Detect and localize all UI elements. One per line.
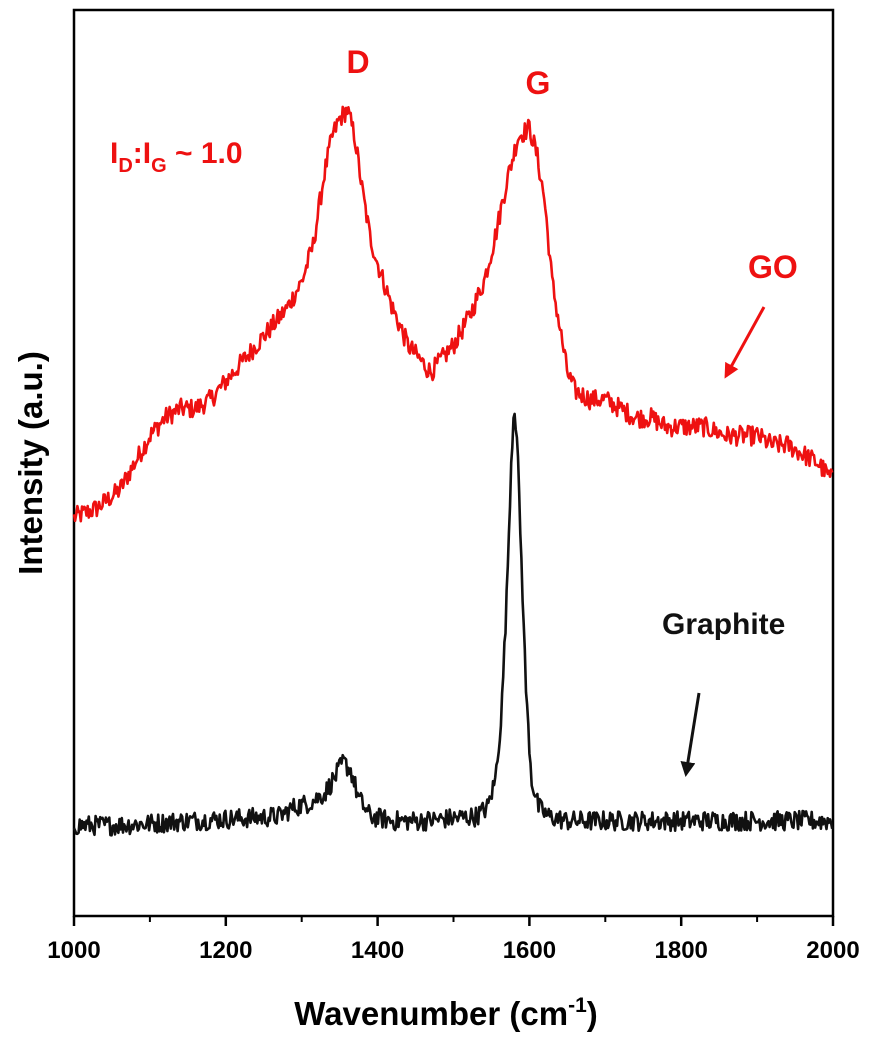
x-tick-label: 1400 bbox=[351, 937, 404, 964]
ratio-subscript-d: D bbox=[118, 155, 132, 177]
go-series-label: GO bbox=[748, 249, 798, 285]
x-axis-title-close: ) bbox=[587, 995, 598, 1032]
x-tick-label: 1600 bbox=[503, 937, 556, 964]
ratio-colon: :I bbox=[133, 137, 151, 170]
x-tick-label: 2000 bbox=[806, 937, 859, 964]
series-layer bbox=[72, 105, 834, 837]
series-line-graphite bbox=[72, 412, 834, 837]
ratio-value: ~ 1.0 bbox=[167, 137, 243, 170]
g-peak-label: G bbox=[526, 65, 551, 101]
x-axis-title-superscript: -1 bbox=[568, 994, 587, 1017]
d-peak-label: D bbox=[346, 44, 369, 80]
intensity-ratio-label: ID:IG ~ 1.0 bbox=[110, 137, 243, 177]
x-axis-title: Wavenumber (cm-1) bbox=[294, 994, 598, 1032]
x-tick-label: 1800 bbox=[655, 937, 708, 964]
y-axis-title: Intensity (a.u.) bbox=[12, 351, 49, 575]
series-line-go bbox=[72, 105, 834, 523]
graphite-series-label: Graphite bbox=[662, 608, 785, 641]
graphite-arrow bbox=[680, 692, 701, 777]
x-tick-label: 1200 bbox=[199, 937, 252, 964]
ratio-subscript-g: G bbox=[151, 155, 167, 177]
x-axis-ticks: 1000 1200 1400 1600 1800 2000 bbox=[47, 916, 860, 964]
x-tick-label: 1000 bbox=[47, 937, 100, 964]
go-arrow bbox=[724, 306, 766, 379]
